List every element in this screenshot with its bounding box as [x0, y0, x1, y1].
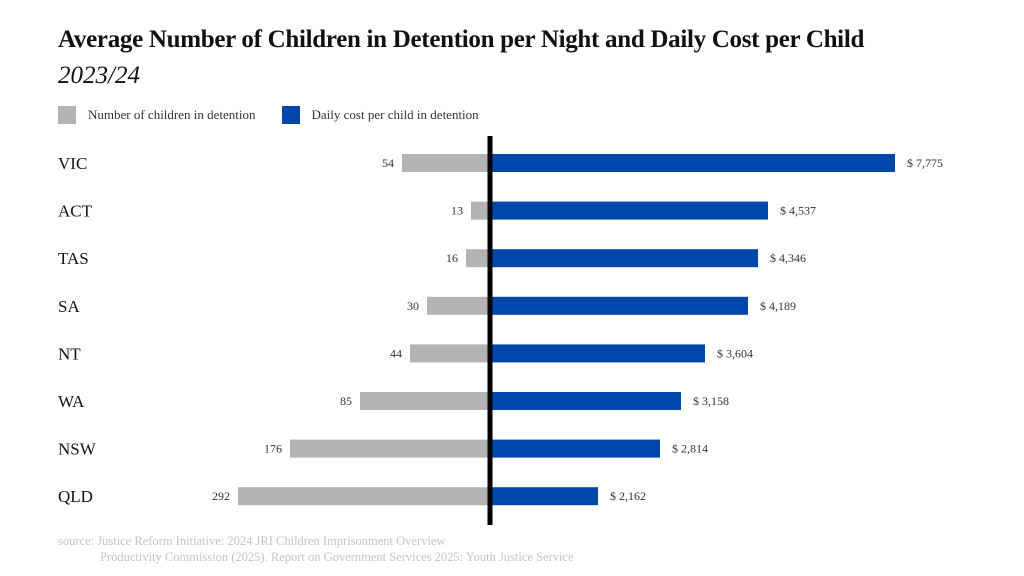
bar-cost-nt [490, 344, 705, 363]
data-label-children-vic: 54 [382, 156, 394, 170]
bar-cost-tas [490, 249, 758, 268]
legend-label-children: Number of children in detention [88, 107, 256, 122]
bar-children-vic [402, 154, 490, 172]
data-label-cost-nsw: $ 2,814 [672, 442, 708, 456]
legend-swatch-cost [281, 106, 300, 124]
bar-children-nt [410, 344, 490, 363]
category-label-nsw: NSW [58, 440, 97, 459]
category-label-qld: QLD [58, 487, 93, 506]
legend-swatch-children [58, 106, 76, 124]
chart-subtitle: 2023/24 [58, 62, 140, 89]
data-label-cost-wa: $ 3,158 [693, 394, 729, 408]
source-line-1: source: Justice Reform Initiative: 2024 … [58, 534, 446, 548]
category-label-vic: VIC [58, 154, 87, 173]
data-label-children-nsw: 176 [264, 442, 282, 456]
bar-children-tas [466, 249, 490, 268]
data-label-children-nt: 44 [390, 346, 402, 360]
category-label-wa: WA [58, 392, 85, 411]
category-label-act: ACT [58, 202, 93, 221]
bar-cost-nsw [490, 439, 660, 458]
bar-children-nsw [290, 439, 490, 458]
bar-cost-act [490, 201, 768, 220]
data-label-cost-tas: $ 4,346 [770, 251, 806, 265]
category-label-tas: TAS [58, 249, 89, 268]
legend: Number of children in detention Daily co… [58, 106, 505, 124]
bar-cost-wa [490, 392, 681, 410]
data-label-children-qld: 292 [212, 489, 230, 503]
data-label-cost-act: $ 4,537 [780, 204, 816, 218]
data-label-children-sa: 30 [407, 299, 419, 313]
source-note: source: Justice Reform Initiative: 2024 … [58, 533, 574, 565]
data-label-cost-sa: $ 4,189 [760, 299, 796, 313]
bar-children-wa [360, 392, 490, 410]
legend-item-cost: Daily cost per child in detention [281, 106, 479, 124]
bar-cost-vic [490, 154, 895, 172]
data-label-cost-qld: $ 2,162 [610, 489, 646, 503]
chart-title: Average Number of Children in Detention … [58, 26, 865, 53]
category-label-sa: SA [58, 297, 80, 316]
data-label-children-wa: 85 [340, 394, 352, 408]
data-label-cost-nt: $ 3,604 [717, 346, 753, 360]
bar-cost-sa [490, 296, 748, 315]
data-label-children-tas: 16 [446, 251, 458, 265]
category-label-nt: NT [58, 344, 81, 363]
data-label-children-act: 13 [451, 204, 463, 218]
bar-children-qld [238, 487, 490, 506]
bar-children-act [471, 201, 490, 220]
legend-label-cost: Daily cost per child in detention [311, 107, 479, 122]
bar-cost-qld [490, 487, 598, 506]
data-label-cost-vic: $ 7,775 [907, 156, 943, 170]
legend-item-children: Number of children in detention [58, 106, 256, 124]
source-line-2: Productivity Commission (2025). Report o… [100, 550, 574, 564]
bar-children-sa [427, 296, 490, 315]
